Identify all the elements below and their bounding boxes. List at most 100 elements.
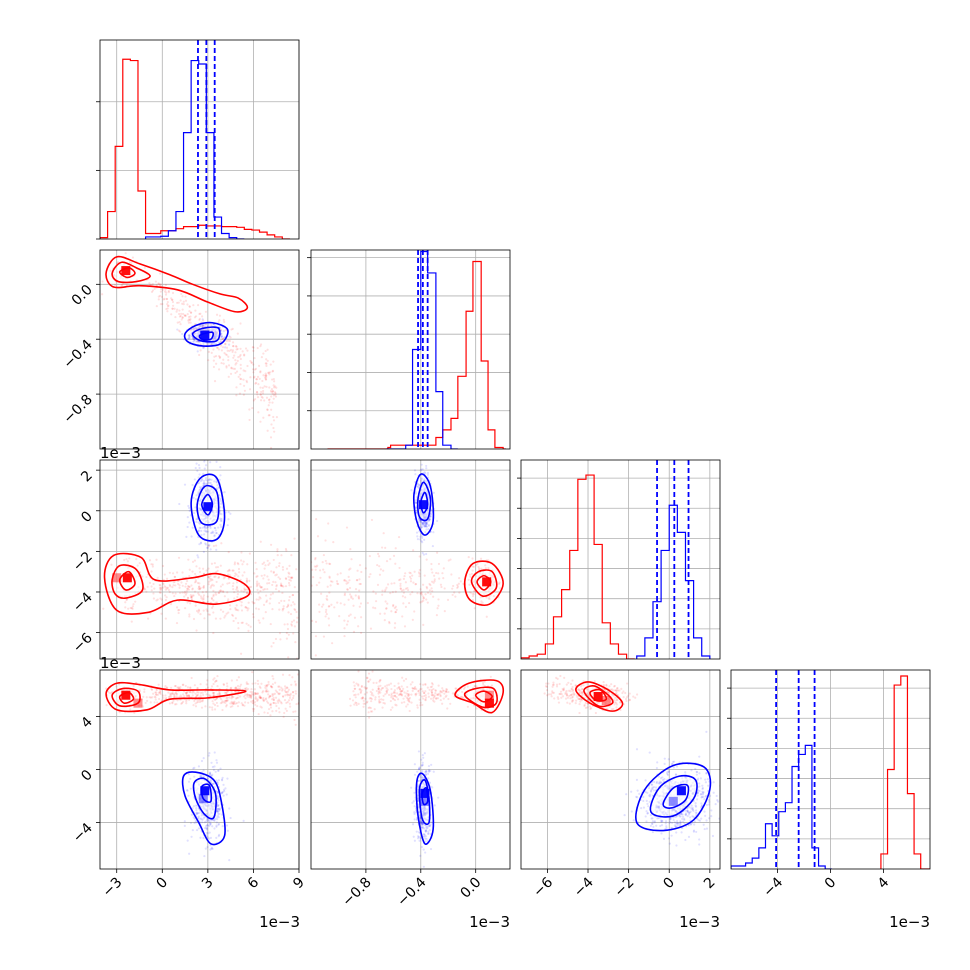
red-scatter-point — [240, 621, 243, 624]
red-scatter-point — [473, 684, 476, 688]
red-scatter-point — [360, 570, 363, 574]
blue-scatter-point — [195, 821, 198, 824]
blue-scatter-point — [423, 834, 426, 837]
red-scatter-point — [160, 586, 163, 589]
red-scatter-point — [327, 605, 330, 608]
red-scatter-point — [244, 688, 247, 691]
red-scatter-point — [349, 547, 352, 551]
red-scatter-point — [182, 303, 185, 306]
red-scatter-point — [255, 697, 258, 700]
blue-scatter-point — [181, 332, 184, 336]
blue-scatter-point — [423, 752, 426, 755]
red-scatter-point — [283, 689, 287, 692]
red-scatter-point — [278, 608, 281, 611]
red-scatter-point — [238, 373, 242, 376]
red-scatter-point — [323, 571, 326, 574]
red-scatter-point — [191, 570, 194, 573]
blue-scatter-point — [416, 538, 420, 541]
red-scatter-point — [155, 305, 158, 308]
red-scatter-point — [195, 609, 199, 613]
red-scatter-point — [268, 602, 271, 605]
red-scatter-point — [178, 687, 181, 690]
red-scatter-point — [241, 574, 244, 577]
red-scatter-point — [248, 388, 252, 391]
red-scatter-point — [174, 315, 177, 319]
red-scatter-point — [232, 345, 235, 348]
red-scatter-point — [272, 641, 275, 645]
red-scatter-point — [185, 691, 188, 694]
red-scatter-point — [343, 579, 346, 582]
blue-scatter-point — [206, 817, 209, 820]
red-scatter-point — [168, 571, 171, 574]
red-contour — [463, 560, 504, 607]
red-scatter-point — [164, 283, 168, 287]
blue-scatter-point — [218, 807, 221, 810]
red-scatter-point — [384, 546, 387, 550]
red-scatter-point — [240, 559, 243, 562]
red-scatter-point — [197, 700, 200, 704]
red-scatter-point — [211, 706, 214, 709]
red-scatter-point — [419, 688, 422, 691]
red-scatter-point — [275, 573, 278, 576]
red-density-cell — [112, 573, 122, 583]
red-scatter-point — [432, 699, 435, 702]
blue-scatter-point — [226, 777, 229, 780]
blue-scatter-point — [197, 811, 201, 815]
red-scatter-point — [319, 576, 322, 579]
red-scatter-point — [305, 599, 307, 601]
red-scatter-point — [343, 593, 346, 597]
red-scatter-point — [288, 702, 291, 705]
red-scatter-point — [343, 592, 347, 595]
red-scatter-point — [435, 697, 438, 700]
red-scatter-point — [274, 393, 277, 396]
red-scatter-point — [192, 594, 195, 597]
blue-scatter-point — [208, 481, 211, 484]
red-scatter-point — [157, 295, 160, 298]
red-scatter-point — [292, 593, 295, 597]
blue-scatter-point — [187, 506, 191, 510]
pair-content — [105, 671, 299, 862]
blue-scatter-point — [421, 754, 424, 757]
red-scatter-point — [374, 600, 378, 603]
red-scatter-point — [229, 336, 232, 339]
red-scatter-point — [275, 704, 278, 708]
red-scatter-point — [236, 593, 240, 596]
blue-scatter-point — [202, 482, 205, 485]
red-scatter-point — [253, 693, 256, 696]
blue-scatter-point — [419, 854, 422, 857]
blue-scatter-point — [423, 833, 426, 836]
red-scatter-point — [171, 291, 175, 295]
red-scatter-point — [140, 704, 143, 707]
blue-scatter-point — [419, 535, 422, 538]
red-scatter-point — [251, 699, 255, 703]
blue-scatter-point — [422, 553, 426, 556]
red-scatter-point — [274, 702, 277, 705]
blue-scatter-point — [219, 506, 222, 509]
red-scatter-point — [445, 690, 448, 694]
red-scatter-point — [145, 575, 148, 579]
red-scatter-point — [242, 369, 245, 372]
red-scatter-point — [236, 696, 239, 700]
red-scatter-point — [345, 580, 348, 583]
red-scatter-point — [424, 690, 427, 693]
red-scatter-point — [191, 587, 194, 590]
red-scatter-point — [353, 684, 356, 687]
blue-scatter-point — [221, 790, 224, 794]
red-scatter-point — [414, 686, 417, 689]
red-scatter-point — [226, 591, 229, 594]
red-scatter-point — [302, 599, 304, 601]
hist-series-group — [731, 670, 930, 869]
red-scatter-point — [188, 574, 191, 578]
red-scatter-point — [196, 340, 199, 343]
blue-scatter-point — [187, 334, 190, 337]
red-scatter-point — [274, 581, 277, 584]
blue-scatter-point — [419, 773, 422, 777]
blue-scatter-point — [215, 480, 218, 483]
red-scatter-point — [230, 700, 233, 703]
red-scatter-point — [143, 688, 146, 691]
red-scatter-point — [267, 696, 271, 699]
blue-scatter-point — [419, 821, 423, 824]
red-scatter-point — [221, 337, 225, 340]
red-scatter-point — [117, 683, 121, 686]
blue-scatter-point — [426, 521, 429, 524]
